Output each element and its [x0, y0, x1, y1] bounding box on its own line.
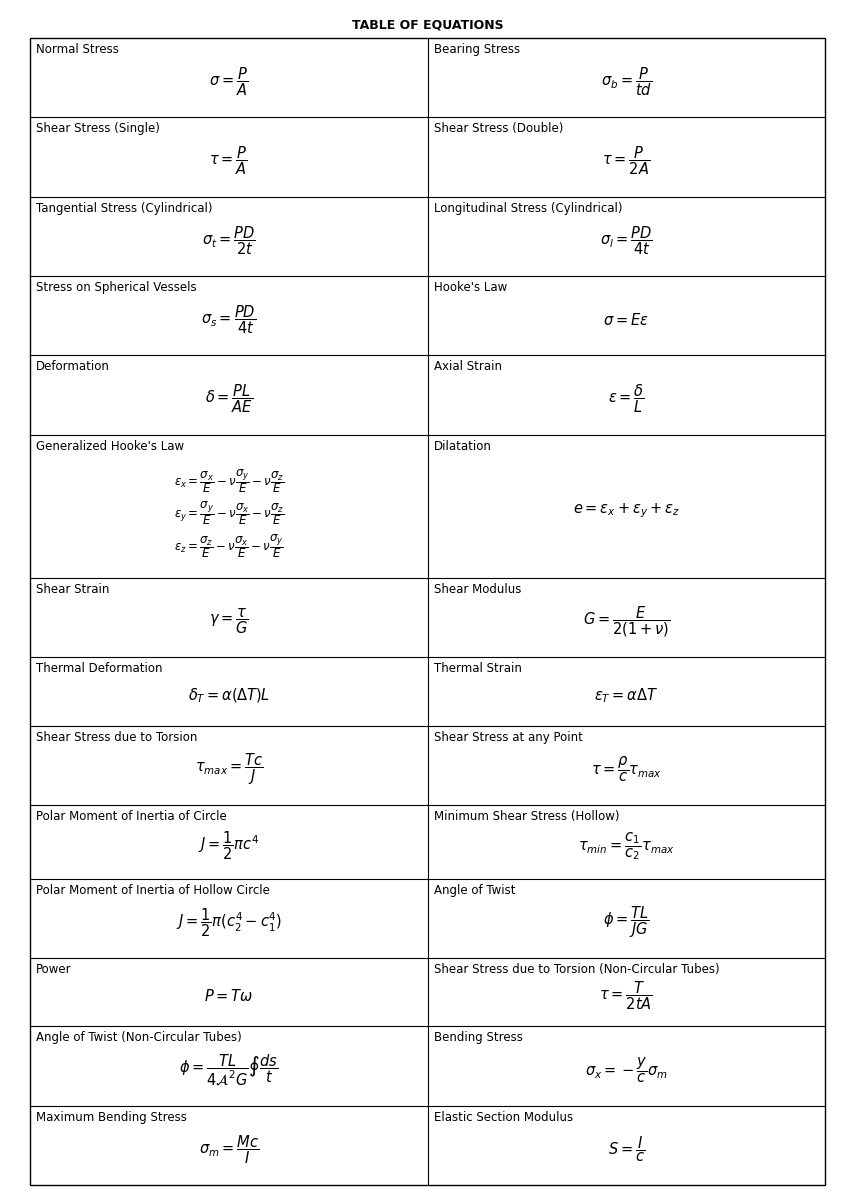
Text: $\tau_{max} = \dfrac{Tc}{J}$: $\tau_{max} = \dfrac{Tc}{J}$ — [194, 751, 263, 787]
Text: $\delta_T = \alpha(\Delta T)L$: $\delta_T = \alpha(\Delta T)L$ — [188, 686, 269, 704]
Text: Hooke's Law: Hooke's Law — [433, 281, 507, 294]
Text: $\sigma_b = \dfrac{P}{td}$: $\sigma_b = \dfrac{P}{td}$ — [600, 65, 652, 98]
Text: Normal Stress: Normal Stress — [36, 43, 119, 56]
Text: $\sigma_s = \dfrac{PD}{4t}$: $\sigma_s = \dfrac{PD}{4t}$ — [201, 304, 256, 336]
Text: Shear Modulus: Shear Modulus — [433, 583, 521, 596]
Text: Tangential Stress (Cylindrical): Tangential Stress (Cylindrical) — [36, 202, 213, 215]
Text: Deformation: Deformation — [36, 360, 110, 373]
Text: $G = \dfrac{E}{2(1+\nu)}$: $G = \dfrac{E}{2(1+\nu)}$ — [582, 605, 670, 638]
Text: $\epsilon = \dfrac{\delta}{L}$: $\epsilon = \dfrac{\delta}{L}$ — [608, 383, 645, 415]
Text: $\epsilon_z = \dfrac{\sigma_z}{E} - \nu\dfrac{\sigma_x}{E} - \nu\dfrac{\sigma_y}: $\epsilon_z = \dfrac{\sigma_z}{E} - \nu\… — [174, 532, 284, 559]
Text: Thermal Strain: Thermal Strain — [433, 662, 522, 676]
Text: Thermal Deformation: Thermal Deformation — [36, 662, 162, 676]
Text: Shear Stress at any Point: Shear Stress at any Point — [433, 731, 582, 744]
Text: Shear Strain: Shear Strain — [36, 583, 109, 596]
Text: Axial Strain: Axial Strain — [433, 360, 502, 373]
Text: $\delta = \dfrac{PL}{AE}$: $\delta = \dfrac{PL}{AE}$ — [204, 383, 253, 415]
Text: $\phi = \dfrac{TL}{4\mathcal{A}^2G}\oint\dfrac{ds}{t}$: $\phi = \dfrac{TL}{4\mathcal{A}^2G}\oint… — [179, 1052, 279, 1087]
Text: Power: Power — [36, 964, 72, 976]
Text: $\epsilon_x = \dfrac{\sigma_x}{E} - \nu\dfrac{\sigma_y}{E} - \nu\dfrac{\sigma_z}: $\epsilon_x = \dfrac{\sigma_x}{E} - \nu\… — [174, 467, 284, 494]
Text: $P = T\omega$: $P = T\omega$ — [204, 988, 253, 1004]
Text: Shear Stress (Double): Shear Stress (Double) — [433, 122, 563, 136]
Text: TABLE OF EQUATIONS: TABLE OF EQUATIONS — [351, 18, 504, 31]
Text: Shear Stress due to Torsion: Shear Stress due to Torsion — [36, 731, 198, 744]
Text: Bending Stress: Bending Stress — [433, 1031, 522, 1044]
Text: $\tau = \dfrac{T}{2tA}$: $\tau = \dfrac{T}{2tA}$ — [599, 980, 653, 1013]
Text: Generalized Hooke's Law: Generalized Hooke's Law — [36, 439, 184, 452]
Text: Minimum Shear Stress (Hollow): Minimum Shear Stress (Hollow) — [433, 810, 619, 823]
Text: $\tau_{min} = \dfrac{c_1}{c_2}\tau_{max}$: $\tau_{min} = \dfrac{c_1}{c_2}\tau_{max}… — [578, 830, 675, 862]
Text: $J = \dfrac{1}{2}\pi c^4$: $J = \dfrac{1}{2}\pi c^4$ — [198, 829, 259, 862]
Text: $\phi = \dfrac{TL}{JG}$: $\phi = \dfrac{TL}{JG}$ — [603, 905, 650, 940]
Text: $\sigma_t = \dfrac{PD}{2t}$: $\sigma_t = \dfrac{PD}{2t}$ — [202, 224, 256, 257]
Text: Stress on Spherical Vessels: Stress on Spherical Vessels — [36, 281, 197, 294]
Text: Elastic Section Modulus: Elastic Section Modulus — [433, 1111, 573, 1123]
Text: $\sigma = E\epsilon$: $\sigma = E\epsilon$ — [604, 312, 649, 328]
Text: Maximum Bending Stress: Maximum Bending Stress — [36, 1111, 187, 1123]
Text: Polar Moment of Inertia of Hollow Circle: Polar Moment of Inertia of Hollow Circle — [36, 883, 270, 896]
Text: Shear Stress (Single): Shear Stress (Single) — [36, 122, 160, 136]
Text: $\gamma = \dfrac{\tau}{G}$: $\gamma = \dfrac{\tau}{G}$ — [209, 607, 249, 636]
Text: $\epsilon_y = \dfrac{\sigma_y}{E} - \nu\dfrac{\sigma_x}{E} - \nu\dfrac{\sigma_z}: $\epsilon_y = \dfrac{\sigma_y}{E} - \nu\… — [174, 499, 284, 527]
Text: $S = \dfrac{I}{c}$: $S = \dfrac{I}{c}$ — [608, 1134, 645, 1164]
Text: $\epsilon_T = \alpha\Delta T$: $\epsilon_T = \alpha\Delta T$ — [594, 686, 658, 704]
Text: $\sigma = \dfrac{P}{A}$: $\sigma = \dfrac{P}{A}$ — [209, 65, 248, 98]
Text: Dilatation: Dilatation — [433, 439, 492, 452]
Text: Longitudinal Stress (Cylindrical): Longitudinal Stress (Cylindrical) — [433, 202, 622, 215]
Text: Angle of Twist (Non-Circular Tubes): Angle of Twist (Non-Circular Tubes) — [36, 1031, 242, 1044]
Text: Shear Stress due to Torsion (Non-Circular Tubes): Shear Stress due to Torsion (Non-Circula… — [433, 964, 719, 976]
Text: Angle of Twist: Angle of Twist — [433, 883, 515, 896]
Text: Polar Moment of Inertia of Circle: Polar Moment of Inertia of Circle — [36, 810, 227, 823]
Text: $\sigma_m = \dfrac{Mc}{I}$: $\sigma_m = \dfrac{Mc}{I}$ — [198, 1133, 259, 1165]
Text: $J = \dfrac{1}{2}\pi(c_2^4 - c_1^4)$: $J = \dfrac{1}{2}\pi(c_2^4 - c_1^4)$ — [175, 906, 282, 938]
Text: $\sigma_l = \dfrac{PD}{4t}$: $\sigma_l = \dfrac{PD}{4t}$ — [600, 224, 652, 257]
Text: $\sigma_x = -\dfrac{y}{c}\sigma_m$: $\sigma_x = -\dfrac{y}{c}\sigma_m$ — [585, 1055, 668, 1085]
Text: $\tau = \dfrac{P}{A}$: $\tau = \dfrac{P}{A}$ — [209, 145, 248, 178]
Text: $\tau = \dfrac{P}{2A}$: $\tau = \dfrac{P}{2A}$ — [602, 145, 651, 178]
Text: $e = \epsilon_x + \epsilon_y + \epsilon_z$: $e = \epsilon_x + \epsilon_y + \epsilon_… — [573, 500, 680, 520]
Text: $\tau = \dfrac{\rho}{c}\tau_{max}$: $\tau = \dfrac{\rho}{c}\tau_{max}$ — [591, 755, 662, 784]
Text: Bearing Stress: Bearing Stress — [433, 43, 520, 56]
